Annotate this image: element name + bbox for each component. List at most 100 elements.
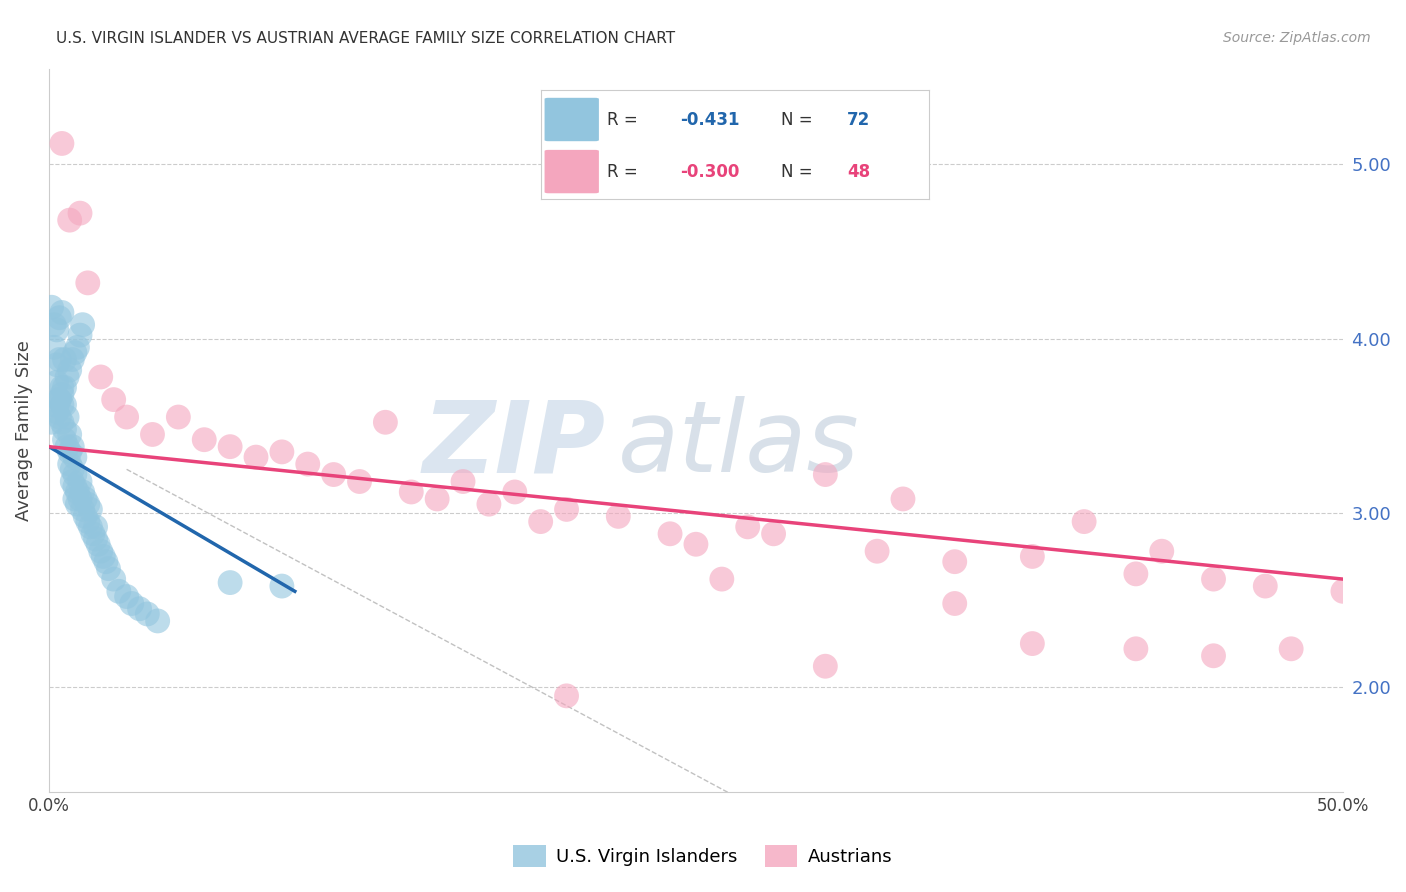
Point bbox=[1021, 636, 1043, 650]
Point bbox=[72, 318, 94, 332]
Point bbox=[53, 352, 76, 367]
Point bbox=[84, 532, 107, 546]
Text: ZIP: ZIP bbox=[422, 396, 606, 493]
Point bbox=[75, 491, 97, 506]
Point bbox=[814, 659, 837, 673]
Point bbox=[82, 526, 104, 541]
Point bbox=[94, 555, 117, 569]
Point bbox=[401, 485, 423, 500]
Point bbox=[76, 276, 98, 290]
Point bbox=[69, 328, 91, 343]
Point bbox=[60, 462, 83, 476]
Point bbox=[51, 387, 73, 401]
Point bbox=[219, 575, 242, 590]
Point bbox=[1021, 549, 1043, 564]
Point bbox=[84, 520, 107, 534]
Point bbox=[51, 415, 73, 429]
Point bbox=[72, 485, 94, 500]
Point bbox=[814, 467, 837, 482]
Point bbox=[69, 206, 91, 220]
Point bbox=[659, 526, 682, 541]
Point bbox=[79, 520, 101, 534]
Point bbox=[1331, 584, 1354, 599]
Point bbox=[72, 502, 94, 516]
Point bbox=[245, 450, 267, 464]
Point bbox=[91, 549, 114, 564]
Point bbox=[555, 689, 578, 703]
Text: Source: ZipAtlas.com: Source: ZipAtlas.com bbox=[1223, 31, 1371, 45]
Point bbox=[103, 392, 125, 407]
Point bbox=[76, 515, 98, 529]
Point bbox=[737, 520, 759, 534]
Point bbox=[943, 597, 966, 611]
Point bbox=[103, 572, 125, 586]
Point bbox=[322, 467, 344, 482]
Point bbox=[63, 345, 86, 359]
Point bbox=[710, 572, 733, 586]
Point bbox=[53, 433, 76, 447]
Point bbox=[63, 491, 86, 506]
Point bbox=[69, 491, 91, 506]
Text: U.S. VIRGIN ISLANDER VS AUSTRIAN AVERAGE FAMILY SIZE CORRELATION CHART: U.S. VIRGIN ISLANDER VS AUSTRIAN AVERAGE… bbox=[56, 31, 675, 46]
Point bbox=[555, 502, 578, 516]
Point bbox=[1202, 648, 1225, 663]
Point bbox=[762, 526, 785, 541]
Point bbox=[270, 579, 292, 593]
Point bbox=[76, 497, 98, 511]
Point bbox=[48, 392, 70, 407]
Point bbox=[60, 440, 83, 454]
Point bbox=[1202, 572, 1225, 586]
Point bbox=[349, 475, 371, 489]
Point bbox=[66, 340, 89, 354]
Point bbox=[219, 440, 242, 454]
Point bbox=[115, 410, 138, 425]
Point bbox=[167, 410, 190, 425]
Point bbox=[59, 445, 82, 459]
Point bbox=[270, 445, 292, 459]
Point bbox=[51, 136, 73, 151]
Point bbox=[45, 405, 67, 419]
Point bbox=[685, 537, 707, 551]
Point bbox=[87, 537, 110, 551]
Point bbox=[51, 305, 73, 319]
Point bbox=[297, 457, 319, 471]
Point bbox=[193, 433, 215, 447]
Point bbox=[141, 427, 163, 442]
Point bbox=[478, 497, 501, 511]
Point bbox=[48, 392, 70, 407]
Point bbox=[866, 544, 889, 558]
Point bbox=[63, 480, 86, 494]
Point bbox=[1073, 515, 1095, 529]
Point bbox=[136, 607, 159, 621]
Point bbox=[503, 485, 526, 500]
Point bbox=[146, 614, 169, 628]
Point bbox=[59, 427, 82, 442]
Point bbox=[59, 363, 82, 377]
Point bbox=[60, 352, 83, 367]
Point bbox=[66, 497, 89, 511]
Point bbox=[66, 485, 89, 500]
Point bbox=[115, 590, 138, 604]
Point bbox=[69, 475, 91, 489]
Point bbox=[108, 584, 131, 599]
Point bbox=[90, 370, 112, 384]
Point bbox=[451, 475, 474, 489]
Point bbox=[48, 310, 70, 325]
Point bbox=[45, 358, 67, 372]
Text: atlas: atlas bbox=[619, 396, 860, 493]
Point bbox=[90, 544, 112, 558]
Point bbox=[48, 352, 70, 367]
Point bbox=[59, 213, 82, 227]
Point bbox=[97, 561, 120, 575]
Point bbox=[1254, 579, 1277, 593]
Point bbox=[44, 398, 66, 412]
Point bbox=[530, 515, 553, 529]
Point bbox=[44, 318, 66, 332]
Point bbox=[1150, 544, 1173, 558]
Point bbox=[607, 509, 630, 524]
Point bbox=[51, 380, 73, 394]
Point bbox=[56, 440, 79, 454]
Y-axis label: Average Family Size: Average Family Size bbox=[15, 340, 32, 521]
Point bbox=[374, 415, 396, 429]
Point bbox=[56, 410, 79, 425]
